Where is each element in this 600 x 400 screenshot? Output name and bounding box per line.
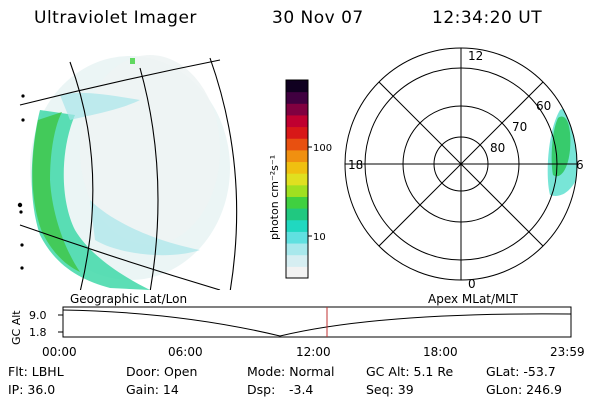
apex-label: Apex MLat/MLT <box>428 292 518 306</box>
time-tick-1200: 12:00 <box>296 345 331 359</box>
colorbar-stop <box>286 243 308 256</box>
date-label: 30 Nov 07 <box>272 8 364 28</box>
mode-status: Mode: Normal <box>247 364 335 379</box>
mlt-label-6: 6 <box>576 158 584 172</box>
filter-status: Flt: LBHL <box>8 364 64 379</box>
glon-status: GLon: 246.9 <box>486 382 562 397</box>
time-tick-0000: 00:00 <box>42 345 77 359</box>
time-label: 12:34:20 UT <box>432 8 543 28</box>
app-title: Ultraviolet Imager <box>34 8 197 28</box>
gc-alt-status: GC Alt: 5.1 Re <box>366 364 454 379</box>
colorbar-stop <box>286 254 308 267</box>
colorbar-stop <box>286 138 308 151</box>
colorbar-stop <box>286 80 308 93</box>
altitude-ylabel: GC Alt <box>10 310 23 345</box>
colorbar-stop <box>286 173 308 186</box>
ip-status: IP: 36.0 <box>8 382 56 397</box>
colorbar-stop <box>286 219 308 232</box>
colorbar-tick-10: 10 <box>313 232 326 243</box>
lat-label-60: 60 <box>536 99 551 113</box>
colorbar-tick-100: 100 <box>313 143 332 154</box>
altitude-plot: GC Alt 9.0 1.8 00:00 06:00 12:00 18:00 2… <box>10 306 585 359</box>
door-status: Door: Open <box>126 364 198 379</box>
colorbar-stop <box>286 126 308 139</box>
colorbar-stop <box>286 103 308 116</box>
dsp-label: Dsp: <box>247 382 276 397</box>
colorbar-stop <box>286 231 308 244</box>
time-tick-2359: 23:59 <box>550 345 585 359</box>
colorbar-stop <box>286 196 308 209</box>
time-tick-1800: 18:00 <box>423 345 458 359</box>
colorbar-stop <box>286 91 308 104</box>
mlt-label-12: 12 <box>468 49 483 63</box>
colorbar-stop <box>286 184 308 197</box>
seq-status: Seq: 39 <box>366 382 414 397</box>
gain-status: Gain: 14 <box>126 382 179 397</box>
mlt-label-0: 0 <box>468 277 476 291</box>
lat-label-80: 80 <box>490 141 505 155</box>
lat-label-70: 70 <box>512 120 527 134</box>
geographic-image <box>17 55 238 290</box>
polar-plot: 12 0 18 6 60 70 80 <box>344 47 584 291</box>
time-tick-0600: 06:00 <box>168 345 203 359</box>
colorbar-stop <box>286 149 308 163</box>
altitude-ytick-high: 9.0 <box>29 309 47 322</box>
colorbar-stop <box>286 208 308 221</box>
colorbar-stop <box>286 266 308 279</box>
glat-status: GLat: -53.7 <box>486 364 556 379</box>
altitude-ytick-low: 1.8 <box>29 326 47 339</box>
colorbar: 100 10 photon cm⁻²s⁻¹ <box>268 79 332 279</box>
geographic-label: Geographic Lat/Lon <box>70 292 187 306</box>
colorbar-stop <box>286 114 308 128</box>
colorbar-label: photon cm⁻²s⁻¹ <box>268 155 281 240</box>
colorbar-stop <box>286 161 308 174</box>
dsp-value: -3.4 <box>289 382 314 397</box>
mlt-label-18: 18 <box>348 158 363 172</box>
